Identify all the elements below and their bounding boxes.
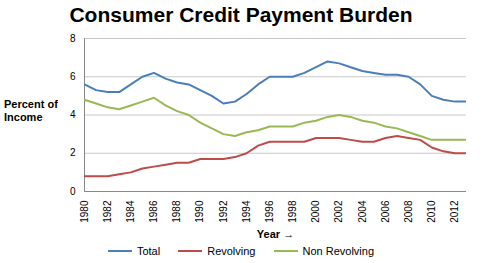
- html-text:Total: Total: [136, 245, 161, 257]
- svg-text:0: 0: [70, 186, 76, 197]
- svg-text:2004: 2004: [357, 200, 368, 223]
- svg-text:6: 6: [70, 71, 76, 82]
- svg-text:Year →: Year →: [257, 228, 294, 240]
- svg-text:2010: 2010: [426, 200, 437, 223]
- html-text:Percent of Income: Percent of Income: [4, 98, 58, 123]
- html-text:Consumer Credit Payment Burden: Consumer Credit Payment Burden: [69, 3, 413, 26]
- svg-text:1990: 1990: [194, 200, 205, 223]
- svg-text:1992: 1992: [218, 200, 229, 223]
- svg-text:1980: 1980: [79, 200, 90, 223]
- svg-text:1994: 1994: [241, 200, 252, 223]
- svg-text:1988: 1988: [171, 200, 182, 223]
- svg-text:2006: 2006: [380, 200, 391, 223]
- svg-text:1998: 1998: [287, 200, 298, 223]
- svg-text:1996: 1996: [264, 200, 275, 223]
- svg-text:4: 4: [70, 109, 76, 120]
- svg-text:2: 2: [70, 147, 76, 158]
- svg-text:1984: 1984: [125, 200, 136, 223]
- html-text:Non Revolving: Non Revolving: [302, 245, 374, 257]
- svg-text:2000: 2000: [310, 200, 321, 223]
- svg-text:2012: 2012: [449, 200, 460, 223]
- svg-text:2008: 2008: [403, 200, 414, 223]
- svg-text:2002: 2002: [333, 200, 344, 223]
- svg-text:1982: 1982: [102, 200, 113, 223]
- svg-text:8: 8: [70, 33, 76, 44]
- svg-text:1986: 1986: [148, 200, 159, 223]
- html-text:Revolving: Revolving: [207, 245, 256, 257]
